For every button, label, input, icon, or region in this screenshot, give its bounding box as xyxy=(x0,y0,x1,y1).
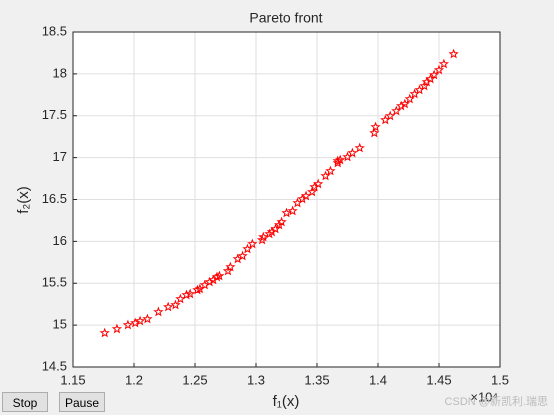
y-tick-label: 16 xyxy=(53,233,67,248)
point xyxy=(300,190,312,201)
y-tick-label: 17.5 xyxy=(42,107,67,122)
point xyxy=(153,306,164,317)
y-tick-label: 18.5 xyxy=(42,23,67,38)
point xyxy=(404,93,415,104)
point xyxy=(111,323,123,334)
y-tick-label: 17 xyxy=(53,149,67,164)
point xyxy=(399,98,410,109)
point xyxy=(225,261,236,272)
point xyxy=(170,299,181,310)
point xyxy=(313,178,324,189)
point xyxy=(122,319,134,330)
point xyxy=(391,105,402,116)
point xyxy=(163,301,174,312)
y-tick-label: 16.5 xyxy=(42,191,67,206)
point xyxy=(396,100,407,111)
x-tick-label: 1.4 xyxy=(369,372,387,387)
point xyxy=(175,293,186,304)
x-tick-label: 1.3 xyxy=(247,372,265,387)
point xyxy=(320,170,331,181)
point xyxy=(181,289,192,300)
y-axis-label: f₂(x) xyxy=(15,186,32,213)
x-tick-label: 1.15 xyxy=(60,372,85,387)
point xyxy=(134,315,146,326)
point xyxy=(184,288,196,299)
y-tick-label: 15 xyxy=(53,317,67,332)
point xyxy=(99,327,110,338)
point xyxy=(222,265,234,276)
x-exponent: ×10⁴ xyxy=(470,389,498,404)
axes-box xyxy=(72,31,501,368)
chart-title: Pareto front xyxy=(249,10,322,26)
x-tick-label: 1.5 xyxy=(491,372,509,387)
x-tick-label: 1.35 xyxy=(304,372,329,387)
x-tick-label: 1.2 xyxy=(125,372,143,387)
point xyxy=(214,270,225,281)
point xyxy=(433,64,445,75)
point xyxy=(325,165,336,176)
pause-button[interactable]: Pause xyxy=(59,392,105,412)
x-axis-label: f₁(x) xyxy=(273,393,300,410)
point xyxy=(276,216,287,227)
point xyxy=(281,207,292,218)
point xyxy=(335,154,346,165)
point xyxy=(204,276,215,287)
point xyxy=(258,231,269,242)
point xyxy=(448,48,459,59)
point xyxy=(354,142,365,153)
stop-button[interactable]: Stop xyxy=(2,392,48,412)
y-tick-label: 15.5 xyxy=(42,275,67,290)
point xyxy=(438,58,450,69)
point xyxy=(142,313,153,324)
point xyxy=(287,205,298,216)
point xyxy=(242,243,253,254)
point xyxy=(419,80,430,91)
point xyxy=(370,121,381,132)
point xyxy=(385,110,396,121)
y-tick-label: 14.5 xyxy=(42,358,67,373)
point xyxy=(428,69,440,80)
point xyxy=(369,127,380,138)
x-tick-label: 1.25 xyxy=(182,372,207,387)
point xyxy=(347,147,358,158)
watermark: CSDN @新凯利.瑞思 xyxy=(445,394,548,408)
x-tick-label: 1.45 xyxy=(426,372,451,387)
point xyxy=(306,186,318,197)
point xyxy=(247,238,258,249)
point xyxy=(237,250,248,261)
y-tick-label: 18 xyxy=(53,65,67,80)
